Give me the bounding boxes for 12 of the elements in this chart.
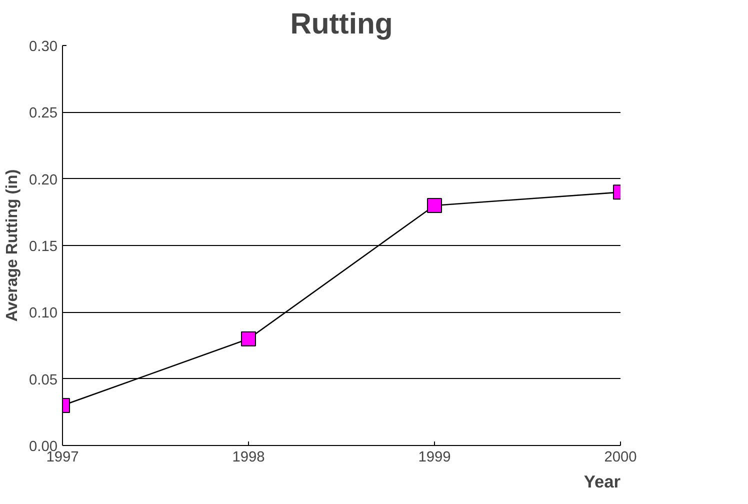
y-tick-label: 0.05 xyxy=(28,372,58,388)
x-tick-label: 2000 xyxy=(604,450,637,466)
x-tick-label: 1998 xyxy=(232,450,265,466)
y-tick-label: 0.20 xyxy=(28,172,58,188)
y-tick-label: 0.15 xyxy=(28,239,58,255)
x-axis-title: Year xyxy=(584,472,621,492)
y-tick-label: 0.25 xyxy=(28,106,58,122)
y-axis-title: Average Rutting (in) xyxy=(4,169,21,322)
y-tick-label: 0.10 xyxy=(28,306,58,322)
y-tick-label: 0.30 xyxy=(28,39,58,55)
x-tick-label: 1999 xyxy=(418,450,451,466)
chart-title: Rutting xyxy=(290,8,393,40)
